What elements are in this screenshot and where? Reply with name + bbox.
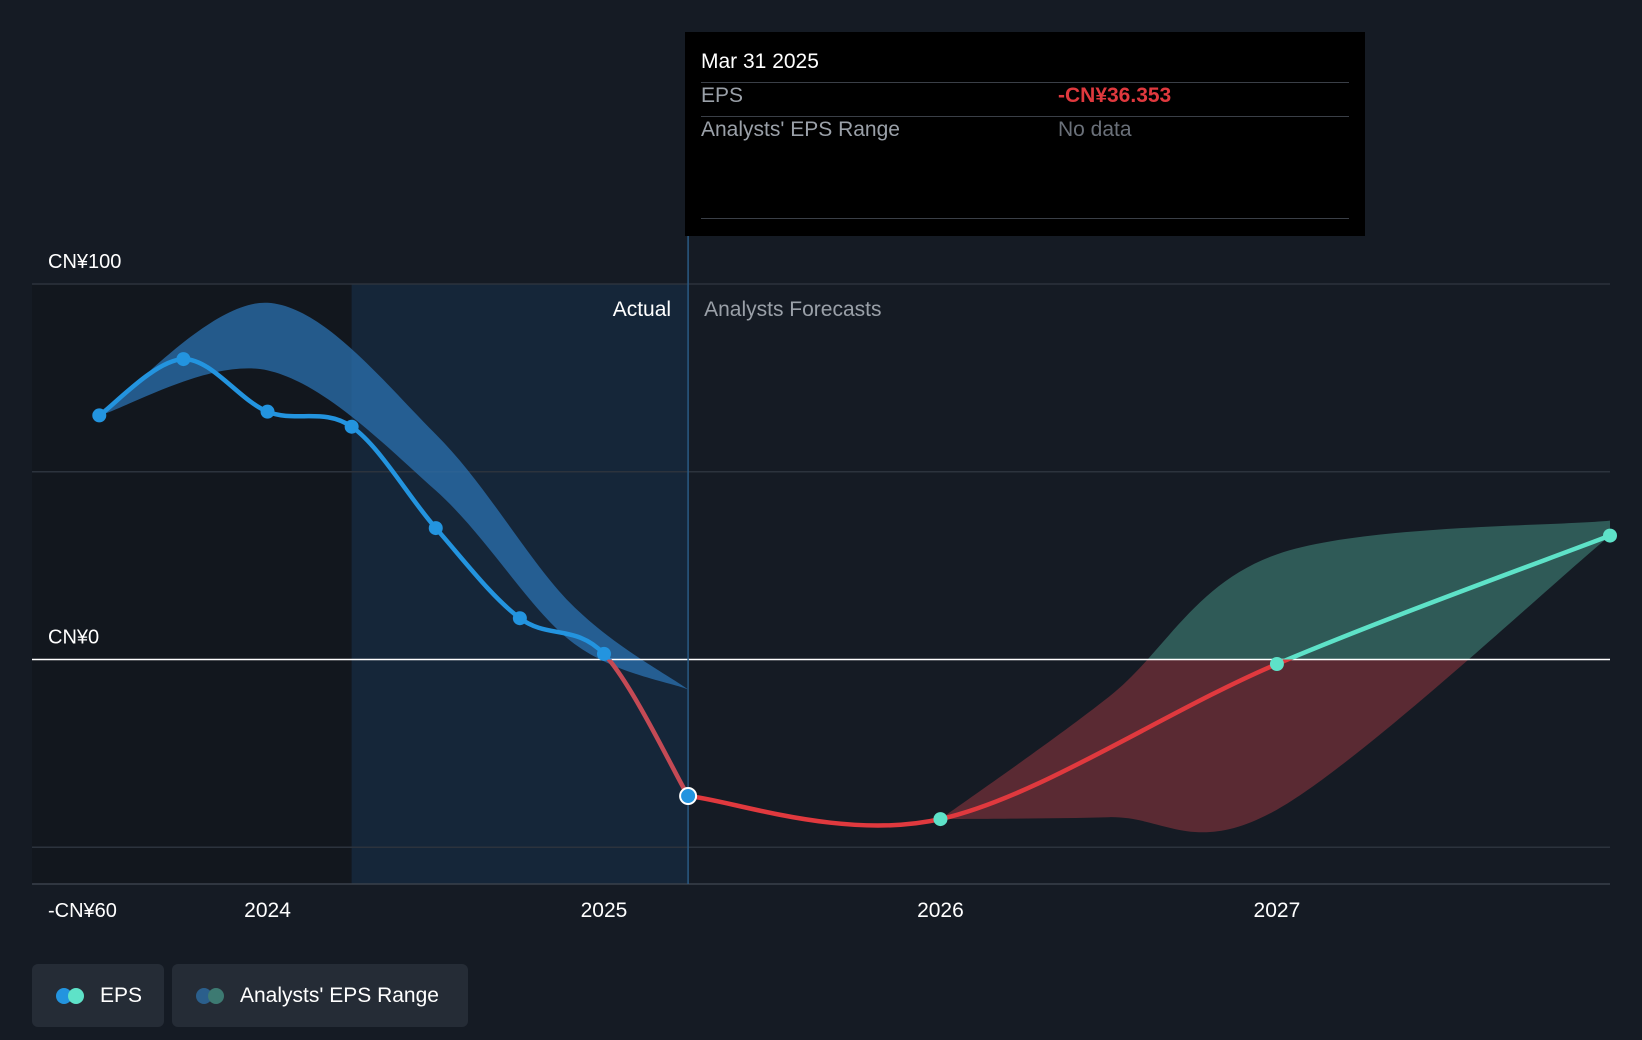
eps-range-band-forecast-positive — [1147, 520, 1610, 660]
actual-label: Actual — [613, 298, 671, 321]
eps-data-point[interactable] — [428, 521, 443, 536]
eps-forecast-line — [1281, 533, 1611, 660]
pre-highlight-region — [32, 284, 352, 884]
eps-data-point[interactable] — [596, 646, 611, 661]
tooltip-eps-value: -CN¥36.353 — [1058, 84, 1172, 107]
eps-forecast-point[interactable] — [933, 812, 948, 827]
eps-data-point[interactable] — [679, 787, 698, 806]
x-tick-label: 2027 — [1254, 899, 1301, 922]
forecast-label: Analysts Forecasts — [704, 298, 881, 321]
hover-tooltip: Mar 31 2025 EPS -CN¥36.353 Analysts' EPS… — [685, 32, 1365, 236]
tooltip-divider — [701, 82, 1349, 83]
legend-eps-label: EPS — [100, 983, 143, 1007]
eps-data-point[interactable] — [344, 419, 359, 434]
eps-range-legend-icon — [196, 987, 228, 1005]
tooltip-divider — [701, 116, 1349, 117]
gridlines — [32, 283, 1610, 885]
eps-data-point[interactable] — [92, 408, 107, 423]
x-tick-label: 2026 — [917, 899, 964, 922]
tooltip-date: Mar 31 2025 — [701, 50, 819, 73]
eps-points — [92, 352, 1617, 827]
legend-eps-range[interactable]: Analysts' EPS Range — [172, 964, 468, 1027]
eps-range-band-forecast-negative — [940, 659, 1469, 833]
y-tick-label: -CN¥60 — [48, 900, 117, 922]
y-tick-label: CN¥100 — [48, 251, 121, 273]
eps-data-point[interactable] — [176, 352, 191, 367]
legend-range-label: Analysts' EPS Range — [240, 983, 439, 1007]
eps-data-point[interactable] — [512, 611, 527, 626]
x-tick-label: 2024 — [244, 899, 291, 922]
eps-data-point[interactable] — [260, 404, 275, 419]
tooltip-eps-label: EPS — [701, 84, 744, 107]
tooltip-divider — [701, 218, 1349, 219]
tooltip-range-label: Analysts' EPS Range — [701, 118, 900, 141]
eps-range-band-past — [99, 302, 689, 690]
eps-forecast-point[interactable] — [1603, 528, 1617, 543]
x-tick-label: 2025 — [581, 899, 628, 922]
tooltip-range-value: No data — [1058, 118, 1132, 141]
eps-forecast-point[interactable] — [1269, 657, 1284, 672]
y-tick-label: CN¥0 — [48, 627, 99, 649]
legend-eps[interactable]: EPS — [32, 964, 164, 1027]
eps-forecast-negative-line — [687, 659, 1294, 828]
eps-legend-icon — [56, 987, 88, 1005]
eps-range-bands — [99, 302, 1610, 833]
